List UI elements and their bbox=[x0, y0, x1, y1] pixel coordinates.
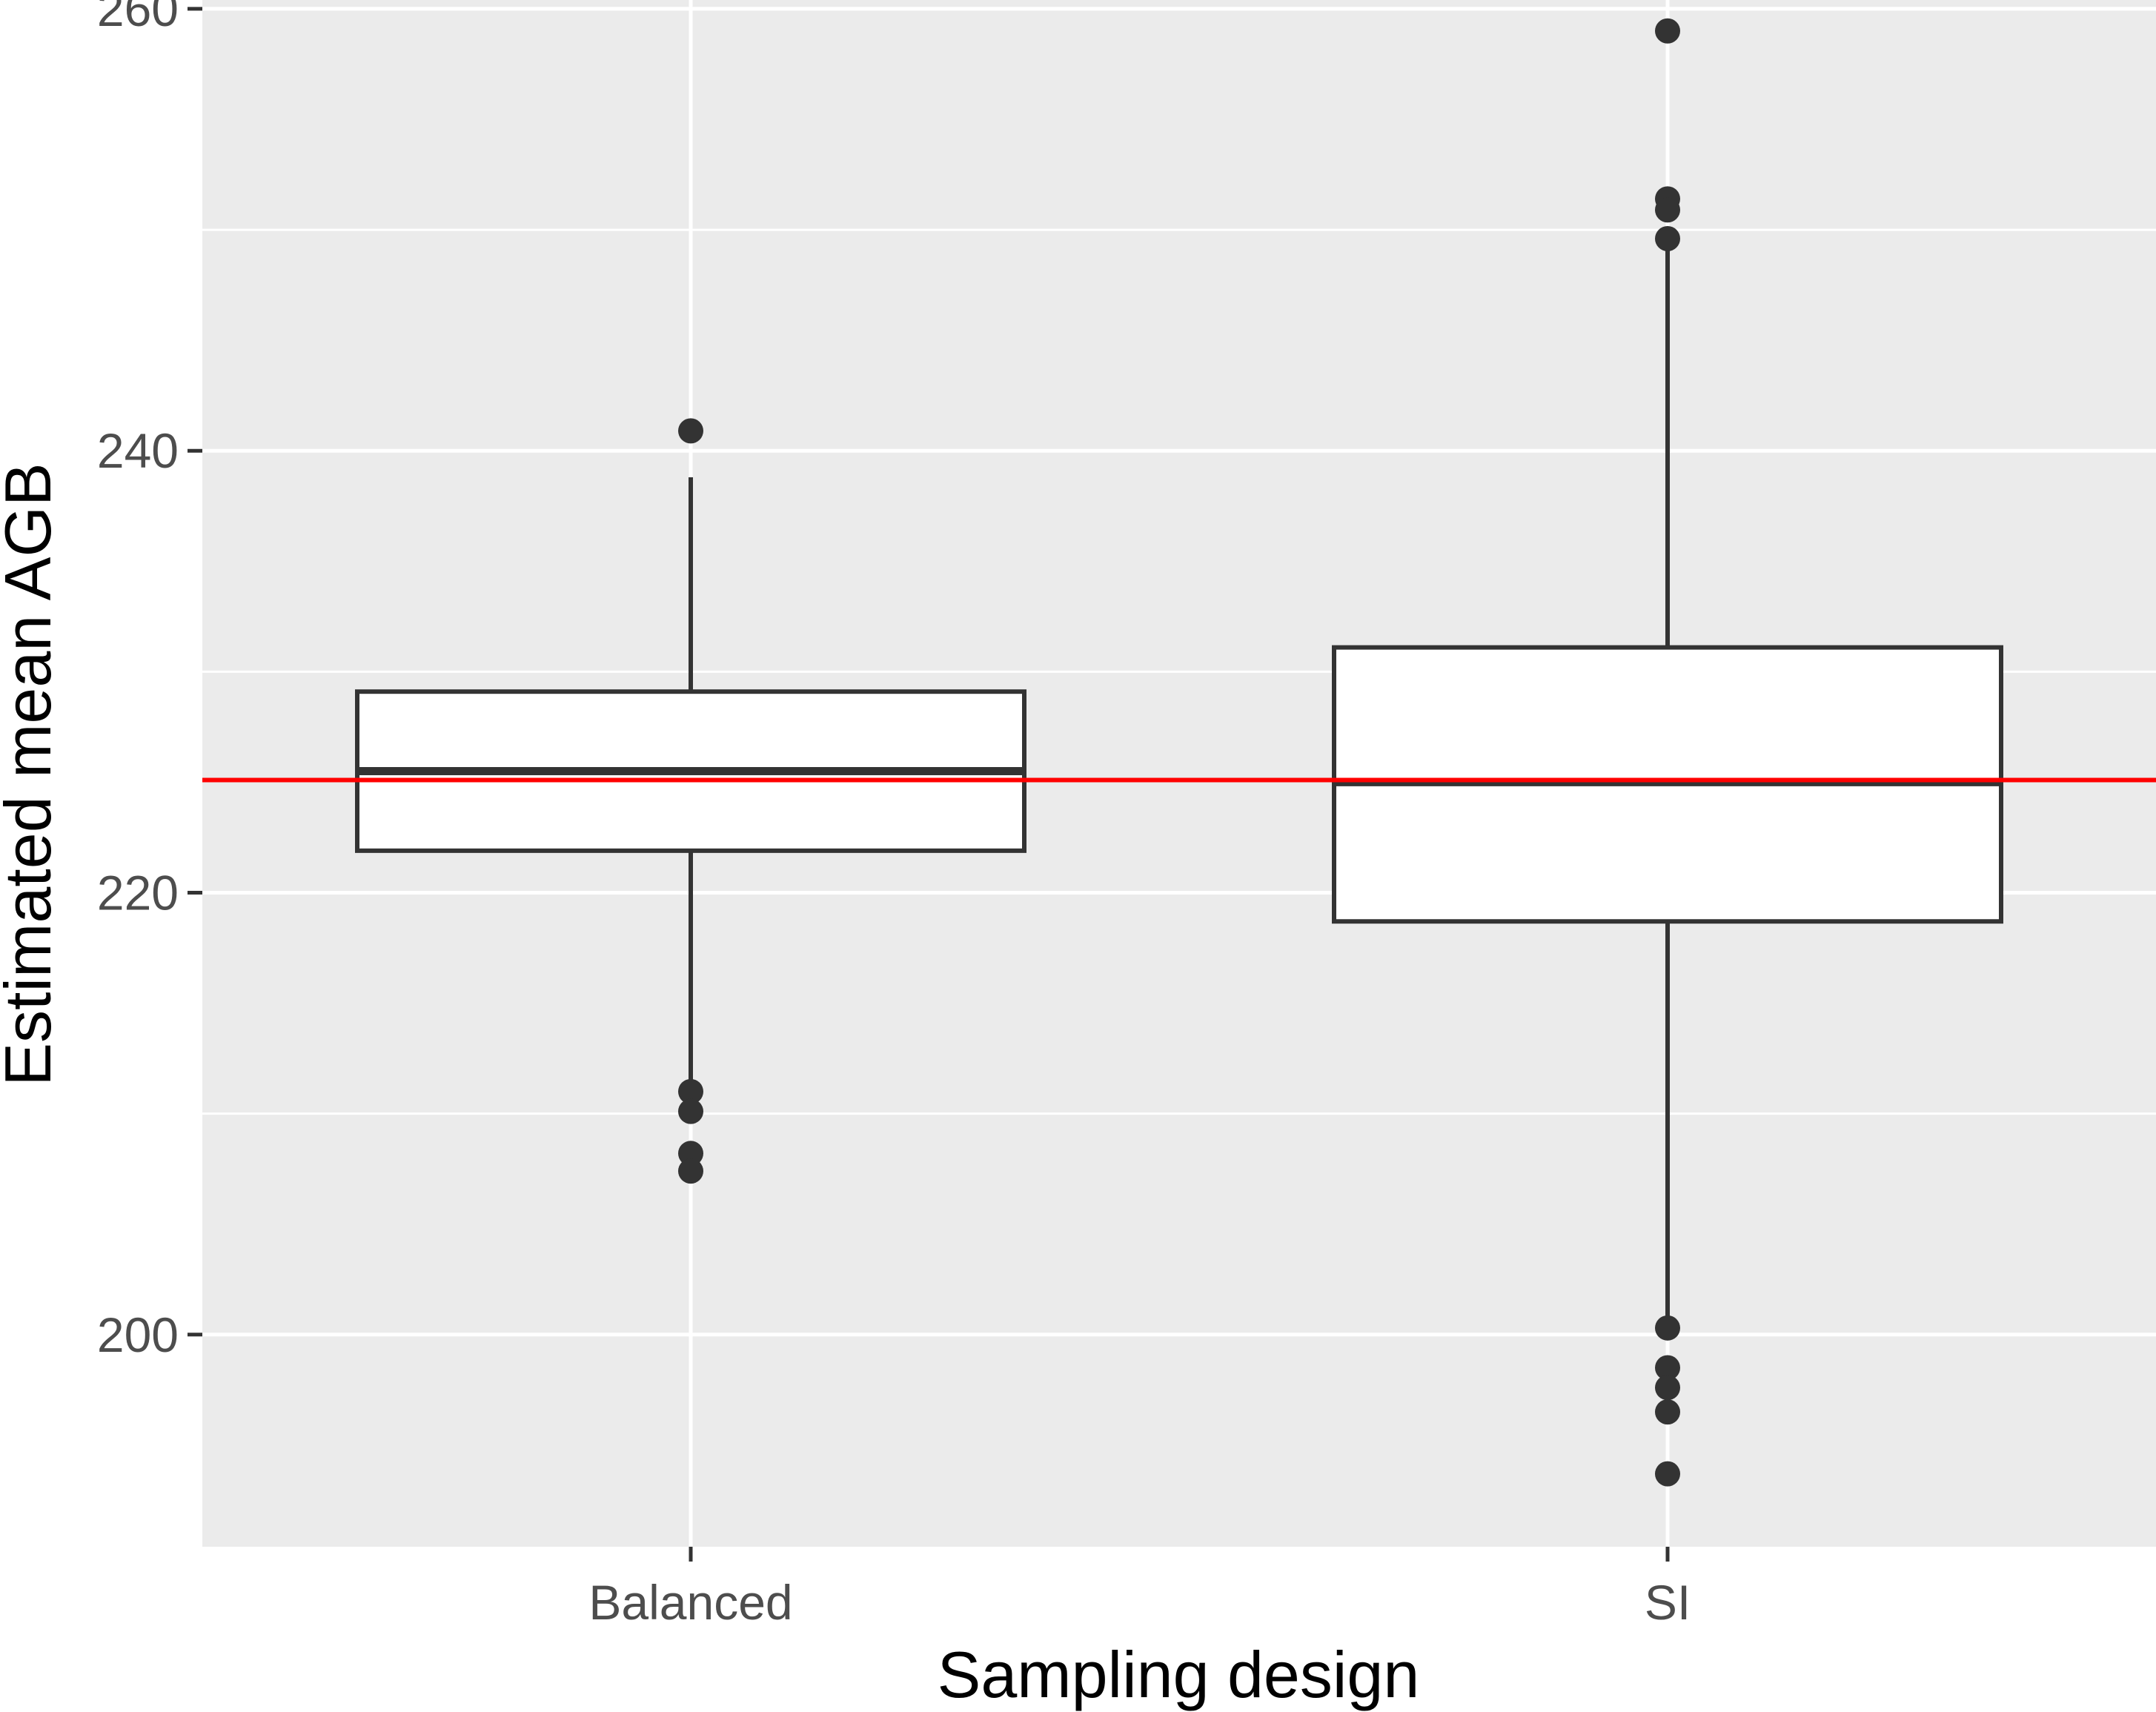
x-tick-label: SI bbox=[1645, 1575, 1691, 1630]
box-si bbox=[1332, 18, 2003, 1487]
outlier-point bbox=[1655, 18, 1680, 44]
y-tick-label: 240 bbox=[97, 423, 179, 478]
outlier-point bbox=[1655, 1355, 1680, 1381]
y-tick-label: 200 bbox=[97, 1307, 179, 1362]
outlier-point bbox=[678, 418, 703, 444]
outlier-point bbox=[1655, 1461, 1680, 1487]
box-balanced bbox=[355, 418, 1026, 1184]
outlier-point bbox=[1655, 1375, 1680, 1401]
outlier-point bbox=[678, 1098, 703, 1124]
x-tick-label: Balanced bbox=[588, 1575, 792, 1630]
outlier-point bbox=[1655, 225, 1680, 251]
boxes-layer bbox=[355, 18, 2003, 1487]
axes-layer: 200 220 240 260 Balanced SI bbox=[97, 0, 1691, 1630]
outlier-point bbox=[1655, 1399, 1680, 1425]
outlier-point bbox=[1655, 197, 1680, 223]
y-axis-title: Estimated mean AGB bbox=[0, 462, 64, 1086]
outlier-point bbox=[678, 1078, 703, 1104]
outlier-point bbox=[678, 1141, 703, 1167]
outlier-point bbox=[678, 1158, 703, 1184]
y-tick-label: 260 bbox=[97, 0, 179, 36]
outlier-point bbox=[1655, 1315, 1680, 1341]
y-tick-label: 220 bbox=[97, 865, 179, 920]
x-axis-title: Sampling design bbox=[938, 1638, 1420, 1711]
